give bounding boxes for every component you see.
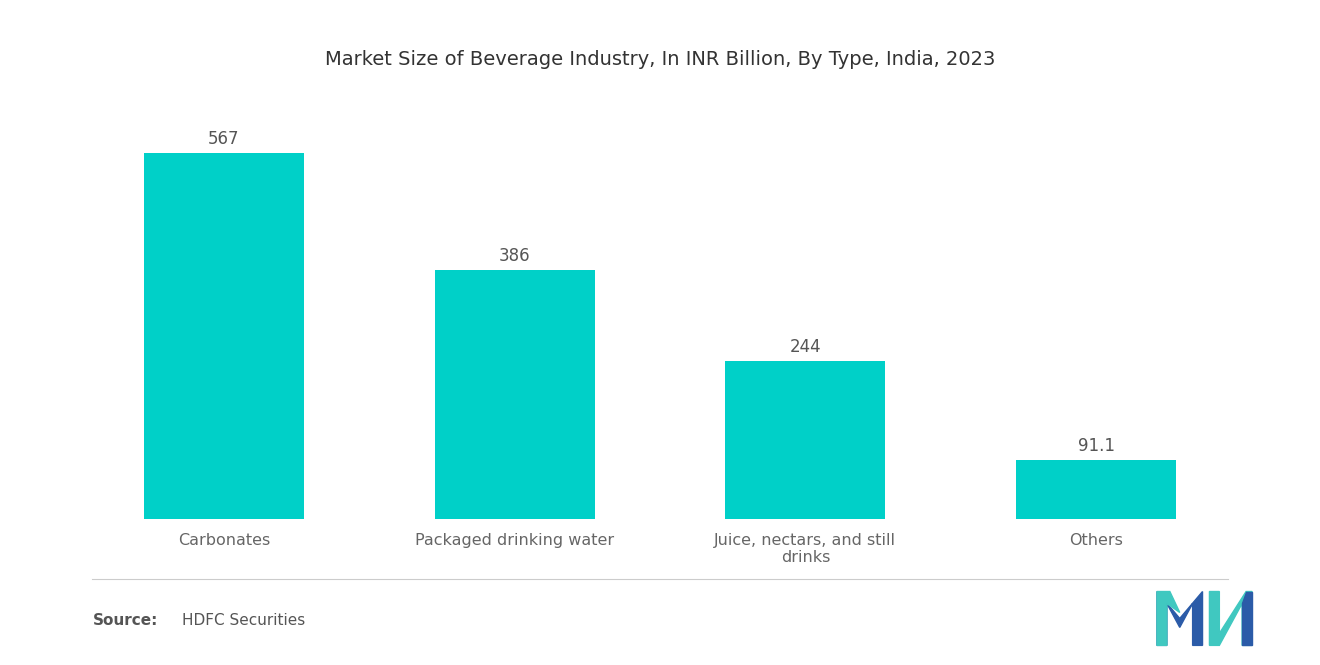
Polygon shape [1242,592,1251,645]
Bar [726,361,886,519]
Text: HDFC Securities: HDFC Securities [182,613,305,628]
Bar [1016,460,1176,519]
Text: 91.1: 91.1 [1077,437,1114,455]
Bar [434,270,594,519]
Text: 567: 567 [209,130,240,148]
Polygon shape [1209,592,1251,645]
Polygon shape [1156,592,1203,645]
Bar [144,153,304,519]
Title: Market Size of Beverage Industry, In INR Billion, By Type, India, 2023: Market Size of Beverage Industry, In INR… [325,51,995,69]
Text: 244: 244 [789,338,821,356]
Text: 386: 386 [499,247,531,265]
Polygon shape [1156,592,1180,645]
Text: Source:: Source: [92,613,158,628]
